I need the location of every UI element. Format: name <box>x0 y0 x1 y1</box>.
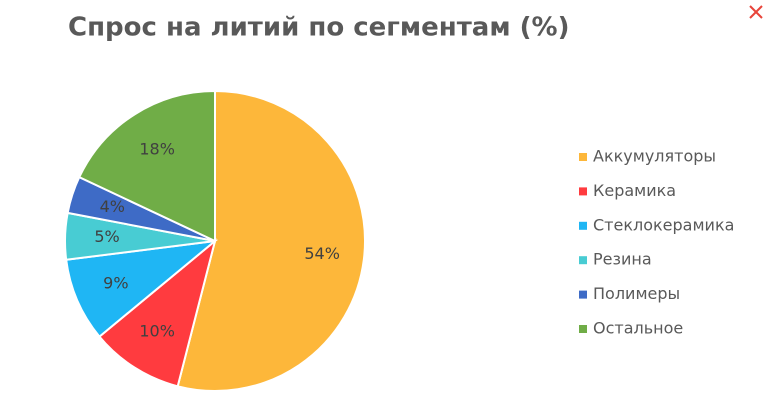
legend-swatch <box>579 290 587 299</box>
pie-slice <box>65 239 219 339</box>
data-label: 18% <box>139 139 175 158</box>
legend-label: Полимеры <box>593 284 680 303</box>
legend-label: Аккумуляторы <box>593 147 716 166</box>
legend-swatch <box>579 221 587 230</box>
data-label: 5% <box>94 227 119 246</box>
close-button[interactable] <box>749 5 763 19</box>
pie-slice <box>77 89 216 243</box>
data-label: 10% <box>139 322 175 341</box>
data-label: 54% <box>304 244 340 263</box>
legend-swatch <box>579 256 587 265</box>
legend-swatch <box>579 187 587 196</box>
chart-title: Спрос на литий по сегментам (%) <box>68 13 569 43</box>
data-label: 4% <box>100 197 125 216</box>
legend-swatch <box>579 325 587 333</box>
legend-label: Резина <box>593 250 652 269</box>
legend-label: Остальное <box>593 319 683 338</box>
legend-swatch <box>579 153 587 161</box>
pie-slice <box>98 238 217 388</box>
data-label: 9% <box>103 273 128 292</box>
legend-label: Стеклокерамика <box>593 215 734 234</box>
pie-slice <box>176 89 366 392</box>
legend-label: Керамика <box>593 181 676 200</box>
